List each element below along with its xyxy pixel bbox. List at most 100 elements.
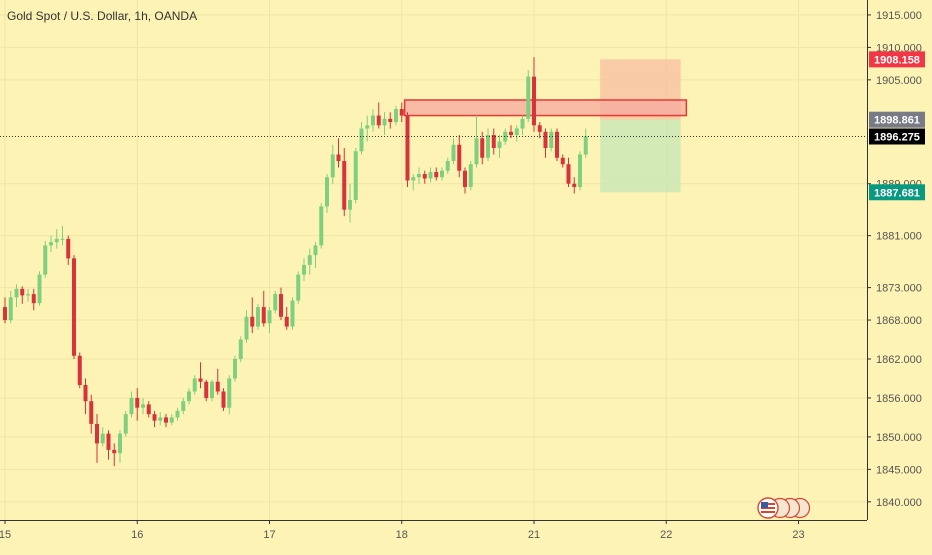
candle [284, 307, 289, 330]
candle-body [520, 118, 525, 129]
candle-body [325, 177, 329, 207]
candle-body [187, 391, 191, 402]
candle [566, 157, 571, 187]
candle-body [181, 401, 186, 411]
time-axis[interactable]: 15 16 17 18 21 22 23 [0, 520, 805, 541]
candle-body [514, 128, 519, 136]
candle [66, 235, 71, 265]
candle-body [273, 294, 278, 311]
y-tick-label: 1905.000 [876, 75, 922, 87]
candle [146, 401, 151, 418]
candle [468, 160, 473, 191]
candle-body [307, 255, 312, 265]
candle [152, 410, 157, 428]
candle-body [3, 307, 7, 321]
candle [26, 288, 30, 302]
candle-body [106, 433, 111, 450]
candle-body [26, 294, 30, 296]
candle-body [509, 131, 513, 136]
price-label: 1908.158 [869, 51, 925, 68]
candle-body [560, 157, 565, 165]
candle [474, 115, 479, 168]
candle [336, 138, 341, 168]
us-flag-icons[interactable] [757, 497, 813, 519]
candle-body [49, 242, 53, 246]
candle [290, 297, 295, 330]
candle-body [348, 199, 352, 210]
candle [405, 112, 410, 187]
candle [399, 102, 404, 123]
candle-body [158, 417, 163, 421]
candle [123, 410, 128, 437]
price-axis[interactable]: 1915.0001910.0001905.0001889.0001881.000… [867, 10, 922, 509]
x-tick-label: 23 [792, 529, 804, 541]
candle [353, 148, 358, 204]
candle [169, 414, 174, 426]
price-label-text: 1887.681 [874, 187, 920, 199]
zones [403, 59, 688, 193]
candle-body [382, 118, 387, 126]
candle [572, 177, 577, 194]
candle [445, 157, 450, 174]
candle-body [204, 381, 209, 398]
candle-body [434, 172, 439, 178]
candle [302, 258, 306, 282]
price-labels: 1908.158 1898.861 1896.275 1887.681 [869, 51, 925, 201]
candle [313, 242, 318, 269]
candle [8, 290, 13, 324]
candle [238, 336, 243, 363]
candle-body [451, 144, 456, 161]
candle [273, 290, 278, 314]
candle-body [394, 109, 398, 123]
candle-body [290, 300, 295, 327]
candle [20, 286, 25, 304]
candle [319, 203, 324, 249]
candle-body [457, 144, 462, 171]
candle [215, 368, 220, 395]
grid [0, 0, 867, 520]
y-tick-label: 1881.000 [876, 231, 922, 243]
candle-body [474, 138, 479, 165]
chart-title: Gold Spot / U.S. Dollar, 1h, OANDA [7, 9, 198, 23]
candle-body [279, 294, 283, 317]
candle-body [371, 115, 375, 126]
candle-body [296, 274, 301, 301]
candle-body [152, 414, 157, 421]
target-zone [600, 119, 681, 193]
candle [43, 240, 48, 278]
price-label: 1898.861 [869, 111, 925, 128]
candle [514, 125, 519, 142]
y-tick-label: 1862.000 [876, 354, 922, 366]
candle [549, 128, 554, 152]
candle-body [135, 397, 140, 408]
candle-body [463, 170, 467, 187]
candle [537, 122, 542, 139]
candle-body [526, 76, 531, 119]
x-tick-label: 15 [0, 529, 11, 541]
candle-body [20, 288, 25, 296]
candle [95, 414, 99, 463]
candle [250, 297, 255, 334]
candle-body [261, 307, 266, 324]
candle-body [497, 141, 502, 149]
candle [503, 128, 508, 145]
candle-body [72, 258, 76, 356]
x-tick-label: 18 [396, 529, 408, 541]
price-label-bg [869, 128, 925, 145]
candle-body [491, 135, 496, 149]
candle-body [417, 173, 421, 178]
candle [388, 112, 393, 129]
candle [100, 427, 105, 447]
candle [54, 229, 59, 249]
candle [583, 128, 588, 158]
candle-body [31, 294, 36, 304]
candle [181, 397, 186, 415]
candle-body [330, 154, 335, 178]
candle [526, 70, 531, 123]
candle-body [422, 173, 427, 179]
y-tick-label: 1856.000 [876, 393, 922, 405]
candle [106, 430, 111, 460]
candle-body [146, 404, 151, 415]
